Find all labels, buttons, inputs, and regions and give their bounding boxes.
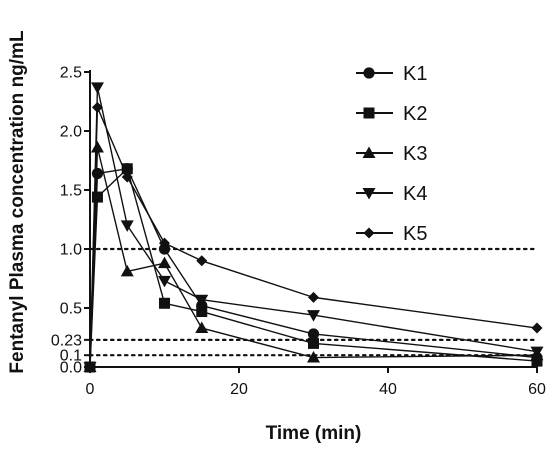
series-line bbox=[89, 106, 538, 368]
series-k4 bbox=[83, 82, 544, 374]
legend-item-k5: K5 bbox=[356, 223, 427, 245]
data-point bbox=[531, 322, 543, 334]
axes: 0.00.10.23 0.5 1.0 1.5 2.0 2.5 0 20 40 60 bbox=[51, 65, 546, 399]
data-point bbox=[90, 82, 104, 94]
legend-label: K2 bbox=[403, 103, 427, 125]
x-tick-label: 20 bbox=[230, 381, 248, 398]
series bbox=[83, 82, 544, 374]
data-point bbox=[91, 167, 104, 180]
data-point bbox=[308, 291, 319, 303]
data-point bbox=[121, 163, 133, 175]
y-tick-label: 2.5 bbox=[60, 65, 82, 82]
y-tick-label: 0.23 bbox=[51, 332, 82, 349]
data-point bbox=[120, 264, 134, 277]
data-point bbox=[90, 141, 104, 153]
legend-marker bbox=[363, 107, 375, 119]
data-point bbox=[530, 346, 544, 359]
data-point bbox=[307, 310, 320, 322]
data-point bbox=[158, 243, 171, 255]
y-tick-label: 0.5 bbox=[60, 301, 82, 318]
y-tick-label: 0.1 bbox=[60, 348, 82, 365]
legend-marker bbox=[363, 67, 375, 79]
data-point bbox=[308, 337, 319, 349]
x-tick-label: 60 bbox=[528, 381, 546, 398]
legend-item-k1: K1 bbox=[356, 63, 427, 85]
legend-label: K1 bbox=[403, 63, 427, 85]
y-tick-label: 1.0 bbox=[60, 242, 82, 259]
legend-marker bbox=[362, 146, 376, 158]
y-tick-label: 1.5 bbox=[60, 183, 82, 200]
data-point bbox=[531, 355, 543, 367]
series-k5 bbox=[84, 101, 543, 373]
x-tick-label: 0 bbox=[86, 381, 95, 398]
data-point bbox=[196, 255, 208, 267]
legend-item-k4: K4 bbox=[356, 183, 427, 205]
data-point bbox=[307, 351, 320, 363]
data-point bbox=[91, 101, 103, 113]
x-tick-label: 40 bbox=[379, 381, 397, 398]
data-point bbox=[307, 328, 320, 340]
series-line bbox=[89, 86, 538, 368]
legend-item-k3: K3 bbox=[356, 143, 427, 165]
data-point bbox=[84, 361, 96, 373]
data-point bbox=[195, 294, 209, 307]
legend-label: K5 bbox=[403, 223, 427, 245]
data-point bbox=[196, 306, 208, 318]
y-axis-title: Fentanyl Plasma concentration ng/mL bbox=[7, 30, 28, 374]
x-axis-title: Time (min) bbox=[266, 423, 362, 444]
data-point bbox=[159, 297, 170, 309]
data-point bbox=[158, 275, 171, 288]
legend-marker bbox=[363, 227, 375, 239]
legend-item-k2: K2 bbox=[356, 103, 427, 125]
legend: K1 K2 K3 K4 K5 bbox=[356, 63, 427, 245]
legend-label: K4 bbox=[403, 183, 427, 205]
data-point bbox=[158, 256, 171, 269]
legend-marker bbox=[362, 188, 376, 200]
data-point bbox=[195, 321, 209, 334]
legend-label: K3 bbox=[403, 143, 427, 165]
data-point bbox=[121, 171, 133, 183]
data-point bbox=[91, 191, 103, 203]
data-point bbox=[159, 237, 170, 249]
data-point bbox=[120, 220, 134, 232]
y-tick-label: 0.0 bbox=[60, 360, 82, 377]
y-tick-label: 2.0 bbox=[60, 124, 82, 141]
